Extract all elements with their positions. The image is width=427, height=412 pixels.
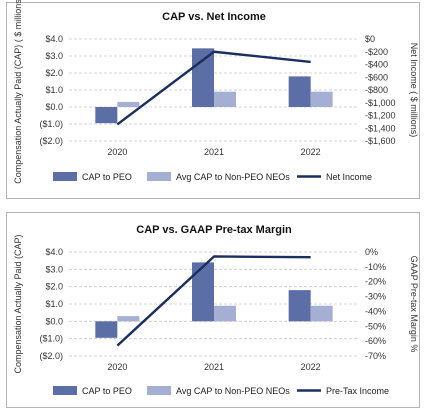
y2-tick-label: -$800 [365,85,388,95]
legend-line-series-label: Net Income [326,172,372,182]
y2-tick-label: -$1,200 [365,111,396,121]
y2-tick-label: 0% [365,247,378,257]
chart-panel-pretax-margin: CAP vs. GAAP Pre-tax Margin $4.0 $3.0 $2.0 $… [6,212,420,408]
bar-avg-cap-neo [214,305,236,322]
y2-tick-label: -50% [365,321,386,331]
y-tick-label: $3.0 [45,51,63,61]
y-tick-label: $4.0 [45,34,63,44]
y-tick-label: $2.0 [45,68,63,78]
bar-cap-peo [95,107,118,124]
y2-tick-label: -$400 [365,60,388,70]
bar-cap-peo [95,321,118,338]
y2-tick-label: -70% [365,351,386,361]
chart-panel-net-income: CAP vs. Net Income $4.0 $3.0 $2.0 $1.0 $0.0 ($… [6,0,420,199]
y-axis-label: Compensation Actually Paid (CAP) [13,234,23,373]
y-tick-label: $0.0 [45,316,63,326]
y2-tick-label: -20% [365,277,386,287]
y2-tick-label: $0 [365,34,375,44]
bar-avg-cap-neo [310,91,333,107]
bar-avg-cap-neo [214,91,236,107]
y-tick-label: $1.0 [45,299,63,309]
y2-axis-label: Net Income ( $ millions) [409,43,419,138]
x-tick-label: 2022 [301,147,321,157]
x-tick-label: 2020 [107,147,127,157]
legend-avg-cap-neo-label: Avg CAP to Non-PEO NEOs [176,172,290,182]
y-tick-label: ($2.0) [39,136,63,146]
y2-tick-label: -30% [365,292,386,302]
y2-tick-label: -$600 [365,72,388,82]
x-tick-label: 2020 [107,362,127,372]
y2-axis-label: GAAP Pre-tax Margin % [409,256,419,353]
y-tick-label: ($1.0) [39,119,63,129]
chart-pretax-margin: CAP vs. GAAP Pre-tax Margin $4.0 $3.0 $2.0 $… [13,224,419,396]
legend-cap-peo-label: CAP to PEO [82,172,132,182]
y-tick-label: $4.0 [45,247,63,257]
x-tick-label: 2022 [301,362,321,372]
y2-tick-label: -10% [365,262,386,272]
legend-avg-cap-neo-swatch [147,386,171,395]
y2-tick-label: -$200 [365,47,388,57]
y-tick-label: $0.0 [45,102,63,112]
y2-tick-label: -$1,000 [365,98,396,108]
bar-cap-peo [192,262,214,322]
chart-net-income: CAP vs. Net Income $4.0 $3.0 $2.0 $1.0 $0.0 ($… [13,0,419,184]
y-tick-label: $2.0 [45,282,63,292]
y2-tick-label: -$1,400 [365,123,396,133]
legend-cap-peo-label: CAP to PEO [82,386,132,396]
bar-cap-peo [288,290,311,322]
y-axis-label: Compensation Actually Paid (CAP) ( $ mil… [13,0,23,184]
bar-cap-peo [192,48,214,107]
y2-tick-label: -$1,600 [365,136,396,146]
y-tick-label: ($2.0) [39,351,63,361]
y-tick-label: $1.0 [45,85,63,95]
line-series [116,50,311,126]
y2-tick-label: -40% [365,306,386,316]
bar-avg-cap-neo [117,101,140,107]
legend-avg-cap-neo-label: Avg CAP to Non-PEO NEOs [176,386,290,396]
y2-tick-label: -60% [365,336,386,346]
legend-cap-peo-swatch [53,386,77,395]
bar-avg-cap-neo [310,305,333,322]
x-tick-label: 2021 [204,147,224,157]
y-tick-label: ($1.0) [39,334,63,344]
bar-cap-peo [288,76,311,107]
line-series [116,255,311,347]
legend-line-series-label: Pre-Tax Income [326,386,389,396]
legend-cap-peo-swatch [53,172,77,181]
chart-title: CAP vs. GAAP Pre-tax Margin [136,224,292,236]
bar-avg-cap-neo [117,316,140,322]
y-tick-label: $3.0 [45,264,63,274]
chart-title: CAP vs. Net Income [162,11,266,23]
x-tick-label: 2021 [204,362,224,372]
legend-avg-cap-neo-swatch [147,172,171,181]
